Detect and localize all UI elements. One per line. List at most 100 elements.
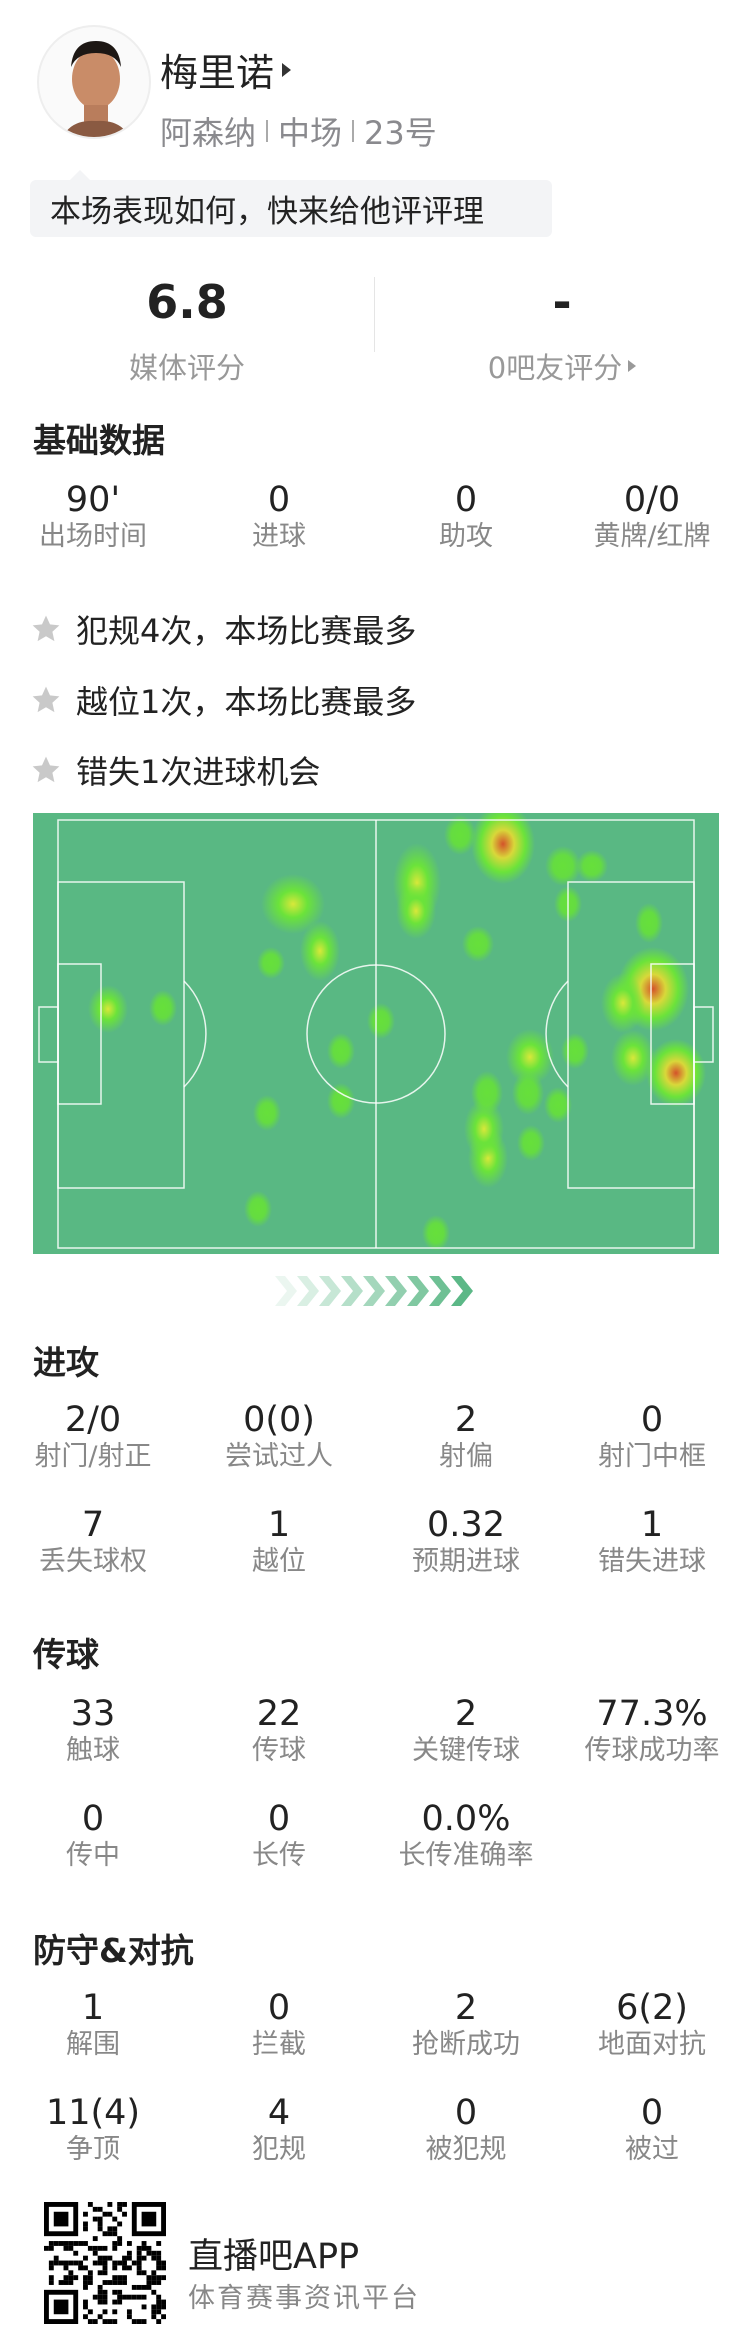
stat-label: 触球 — [66, 1735, 120, 1766]
stat-item: 2/0 射门/射正 — [0, 1400, 186, 1474]
stat-item: 33 触球 — [0, 1694, 186, 1768]
stat-label: 长传准确率 — [398, 1840, 534, 1871]
stat-item: 2 关键传球 — [373, 1694, 559, 1768]
heat-spot — [601, 973, 645, 1033]
stat-label: 越位 — [252, 1546, 306, 1577]
stat-label: 传中 — [66, 1840, 120, 1871]
heat-spot — [635, 903, 663, 943]
stat-item: 1 越位 — [186, 1505, 372, 1579]
stat-value: 2 — [454, 1400, 478, 1440]
stat-item: 0 助攻 — [373, 480, 559, 554]
stat-item: 0.0% 长传准确率 — [373, 1799, 559, 1873]
stat-value: 4 — [267, 2093, 291, 2133]
stat-value: 1 — [640, 1505, 664, 1545]
attack-direction-arrows — [275, 1276, 473, 1306]
stat-item: 2 射偏 — [373, 1400, 559, 1474]
stat-value: 0(0) — [243, 1400, 315, 1440]
rate-prompt-text: 本场表现如何，快来给他评评理 — [50, 194, 484, 230]
chevron-right-icon — [297, 1276, 319, 1306]
stat-label: 助攻 — [439, 521, 493, 552]
stat-item: 0 被犯规 — [373, 2093, 559, 2167]
highlight-item: 错失1次进球机会 — [30, 747, 320, 793]
heat-spot — [506, 1029, 554, 1085]
chevron-right-icon — [275, 1276, 297, 1306]
fan-rating-label: 0吧友评分 — [487, 351, 623, 385]
stat-item: 0(0) 尝试过人 — [186, 1400, 372, 1474]
heat-spot — [257, 947, 285, 979]
stat-label: 射偏 — [439, 1441, 493, 1472]
heat-spot — [462, 926, 494, 962]
heat-spot — [300, 921, 340, 981]
stat-label: 犯规 — [252, 2134, 306, 2165]
stat-label: 丢失球权 — [39, 1546, 147, 1577]
highlight-text: 错失1次进球机会 — [76, 753, 321, 791]
stat-value: 0 — [454, 2093, 478, 2133]
team-name: 阿森纳 — [160, 114, 257, 152]
stat-label: 长传 — [252, 1840, 306, 1871]
stat-value: 2 — [454, 1694, 478, 1734]
stat-value: 2/0 — [64, 1400, 122, 1440]
stat-label: 拦截 — [252, 2029, 306, 2060]
stat-value: 0.0% — [421, 1799, 511, 1839]
chevron-right-icon — [363, 1276, 385, 1306]
section-title-defense: 防守&对抗 — [33, 1931, 194, 1970]
stat-item: 0 被过 — [559, 2093, 745, 2167]
highlight-text: 越位1次，本场比赛最多 — [76, 683, 417, 721]
stat-item: 22 传球 — [186, 1694, 372, 1768]
highlight-item: 犯规4次，本场比赛最多 — [30, 606, 416, 652]
stat-value: 0 — [454, 480, 478, 520]
stat-item: 0 进球 — [186, 480, 372, 554]
stat-label: 解围 — [66, 2029, 120, 2060]
stat-value: 0 — [640, 1400, 664, 1440]
section-title-basic: 基础数据 — [33, 421, 165, 460]
heat-spot — [544, 1087, 572, 1123]
heat-spot — [464, 1099, 504, 1159]
player-name-link[interactable]: 梅里诺 — [160, 42, 292, 97]
heat-spot — [611, 1030, 655, 1086]
stat-label: 争顶 — [66, 2134, 120, 2165]
stat-label: 被犯规 — [425, 2134, 507, 2165]
stat-value: 33 — [70, 1694, 116, 1734]
stat-label: 传球 — [252, 1735, 306, 1766]
stat-value: 0/0 — [623, 480, 681, 520]
highlight-item: 越位1次，本场比赛最多 — [30, 677, 416, 723]
heat-spot — [327, 1033, 355, 1069]
stat-item: 0/0 黄牌/红牌 — [559, 480, 745, 554]
stat-value: 0 — [267, 1988, 291, 2028]
stat-label: 传球成功率 — [584, 1735, 720, 1766]
position: 中场 — [278, 114, 343, 152]
fan-rating-button[interactable]: 0吧友评分 — [412, 345, 712, 387]
player-name: 梅里诺 — [160, 51, 275, 95]
heat-spot — [88, 985, 128, 1033]
qr-code[interactable] — [42, 2202, 168, 2324]
stat-label: 被过 — [625, 2134, 679, 2165]
rating-divider — [374, 277, 375, 352]
stat-value: 6(2) — [616, 1988, 688, 2028]
heatmap-pitch — [33, 804, 719, 1254]
player-avatar[interactable] — [37, 25, 151, 139]
heat-spot — [517, 1125, 545, 1161]
stat-label: 错失进球 — [598, 1546, 706, 1577]
stat-value: 0 — [267, 1799, 291, 1839]
stat-value: 1 — [267, 1505, 291, 1545]
stat-item: 2 抢断成功 — [373, 1988, 559, 2062]
stat-value: 0.32 — [427, 1505, 505, 1545]
stat-label: 射门中框 — [598, 1441, 706, 1472]
heat-spot — [253, 1095, 281, 1131]
stat-item: 0.32 预期进球 — [373, 1505, 559, 1579]
stat-value: 0 — [640, 2093, 664, 2133]
shirt-number: 23号 — [364, 114, 437, 152]
rate-prompt-bubble[interactable]: 本场表现如何，快来给他评评理 — [30, 170, 552, 237]
heat-spot — [244, 1191, 272, 1227]
divider — [352, 120, 355, 142]
heat-spot — [327, 1083, 355, 1119]
stat-item: 0 拦截 — [186, 1988, 372, 2062]
player-photo — [62, 41, 130, 137]
stat-label: 出场时间 — [39, 521, 147, 552]
stat-label: 地面对抗 — [598, 2029, 706, 2060]
stat-value: 0 — [267, 480, 291, 520]
stat-label: 进球 — [252, 521, 306, 552]
heat-spot — [422, 1215, 450, 1251]
heat-spot — [646, 1039, 706, 1107]
stat-item: 1 错失进球 — [559, 1505, 745, 1579]
